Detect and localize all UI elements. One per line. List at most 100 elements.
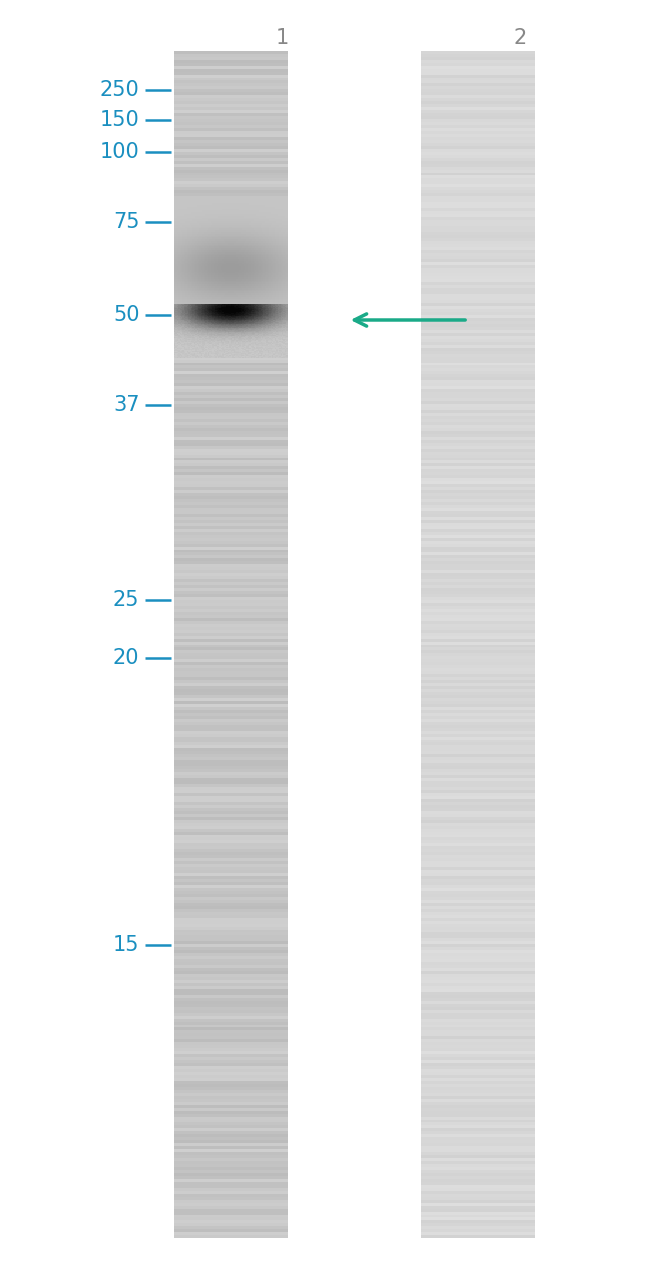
- Bar: [174, 215, 287, 217]
- Bar: [207, 273, 208, 276]
- Bar: [237, 208, 238, 211]
- Bar: [203, 248, 205, 250]
- Bar: [174, 1200, 287, 1203]
- Bar: [174, 1173, 287, 1176]
- Bar: [286, 267, 287, 268]
- Bar: [276, 239, 278, 241]
- Bar: [421, 603, 534, 606]
- Bar: [224, 248, 225, 250]
- Bar: [251, 220, 252, 221]
- Bar: [174, 1045, 287, 1048]
- Bar: [235, 295, 237, 297]
- Bar: [255, 216, 256, 217]
- Bar: [179, 217, 181, 220]
- Bar: [256, 290, 258, 291]
- Bar: [249, 267, 251, 268]
- Bar: [281, 237, 282, 239]
- Bar: [225, 301, 226, 302]
- Bar: [421, 912, 534, 914]
- Bar: [226, 224, 228, 225]
- Bar: [226, 258, 228, 259]
- Bar: [178, 248, 179, 250]
- Bar: [174, 1063, 287, 1066]
- Bar: [256, 284, 258, 286]
- Bar: [174, 918, 287, 921]
- Bar: [266, 267, 268, 268]
- Bar: [226, 230, 228, 232]
- Bar: [275, 245, 276, 246]
- Bar: [276, 215, 278, 216]
- Bar: [176, 211, 177, 212]
- Bar: [421, 701, 534, 704]
- Bar: [276, 243, 278, 245]
- Bar: [279, 220, 281, 221]
- Bar: [201, 225, 202, 226]
- Bar: [232, 230, 233, 232]
- Bar: [279, 295, 281, 297]
- Bar: [268, 269, 269, 272]
- Bar: [228, 260, 229, 263]
- Bar: [278, 269, 279, 272]
- Bar: [232, 295, 233, 297]
- Bar: [262, 208, 263, 211]
- Bar: [245, 239, 246, 241]
- Bar: [228, 237, 229, 239]
- Bar: [192, 196, 194, 198]
- Bar: [174, 537, 287, 541]
- Bar: [228, 243, 229, 245]
- Bar: [208, 196, 209, 198]
- Bar: [192, 232, 194, 234]
- Bar: [275, 281, 276, 282]
- Bar: [240, 279, 242, 281]
- Bar: [285, 298, 286, 301]
- Bar: [214, 237, 215, 239]
- Bar: [249, 298, 251, 301]
- Bar: [200, 198, 201, 199]
- Bar: [201, 295, 202, 297]
- Bar: [283, 293, 285, 295]
- Bar: [281, 263, 282, 264]
- Bar: [231, 273, 232, 276]
- Bar: [174, 179, 287, 182]
- Bar: [421, 229, 534, 232]
- Bar: [285, 295, 286, 297]
- Bar: [256, 236, 258, 237]
- Bar: [274, 295, 275, 297]
- Bar: [216, 221, 218, 224]
- Bar: [281, 268, 282, 269]
- Bar: [174, 431, 287, 434]
- Bar: [174, 188, 287, 190]
- Bar: [285, 202, 286, 203]
- Bar: [276, 297, 278, 298]
- Bar: [174, 146, 287, 149]
- Bar: [177, 302, 178, 304]
- Bar: [242, 250, 244, 251]
- Bar: [177, 212, 178, 215]
- Bar: [201, 277, 202, 279]
- Bar: [275, 298, 276, 301]
- Bar: [283, 239, 285, 241]
- Bar: [279, 260, 281, 263]
- Bar: [221, 301, 222, 302]
- Bar: [177, 248, 178, 250]
- Bar: [246, 208, 248, 211]
- Bar: [258, 250, 259, 251]
- Bar: [251, 225, 252, 226]
- Bar: [274, 217, 275, 220]
- Bar: [238, 239, 239, 241]
- Bar: [246, 246, 248, 248]
- Bar: [176, 272, 177, 273]
- Bar: [174, 255, 176, 258]
- Bar: [255, 295, 256, 297]
- Bar: [215, 225, 216, 226]
- Bar: [219, 251, 221, 254]
- Bar: [178, 196, 179, 198]
- Bar: [421, 380, 534, 384]
- Bar: [174, 241, 176, 243]
- Bar: [252, 295, 254, 297]
- Bar: [190, 232, 191, 234]
- Bar: [218, 229, 219, 230]
- Bar: [256, 291, 258, 293]
- Bar: [207, 260, 208, 263]
- Bar: [221, 267, 222, 268]
